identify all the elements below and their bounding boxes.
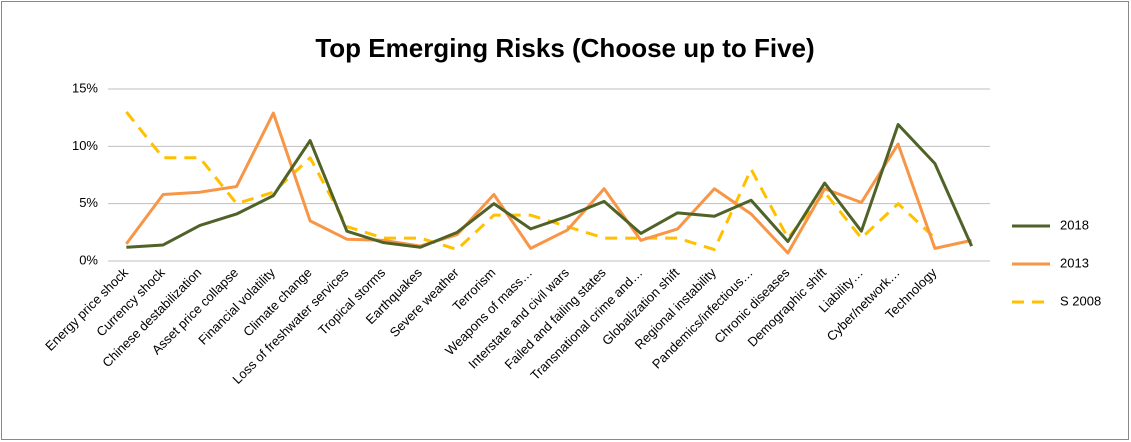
y-tick-label: 0% [79,252,98,267]
legend-label: 2013 [1060,255,1089,270]
series-line [125,110,936,252]
chart-title: Top Emerging Risks (Choose up to Five) [315,33,814,63]
y-tick-label: 10% [72,138,98,153]
legend-label: S 2008 [1060,293,1101,308]
legend-label: 2018 [1060,217,1089,232]
y-tick-label: 15% [72,80,98,95]
series-line [126,123,973,249]
y-tick-label: 5% [79,195,98,210]
